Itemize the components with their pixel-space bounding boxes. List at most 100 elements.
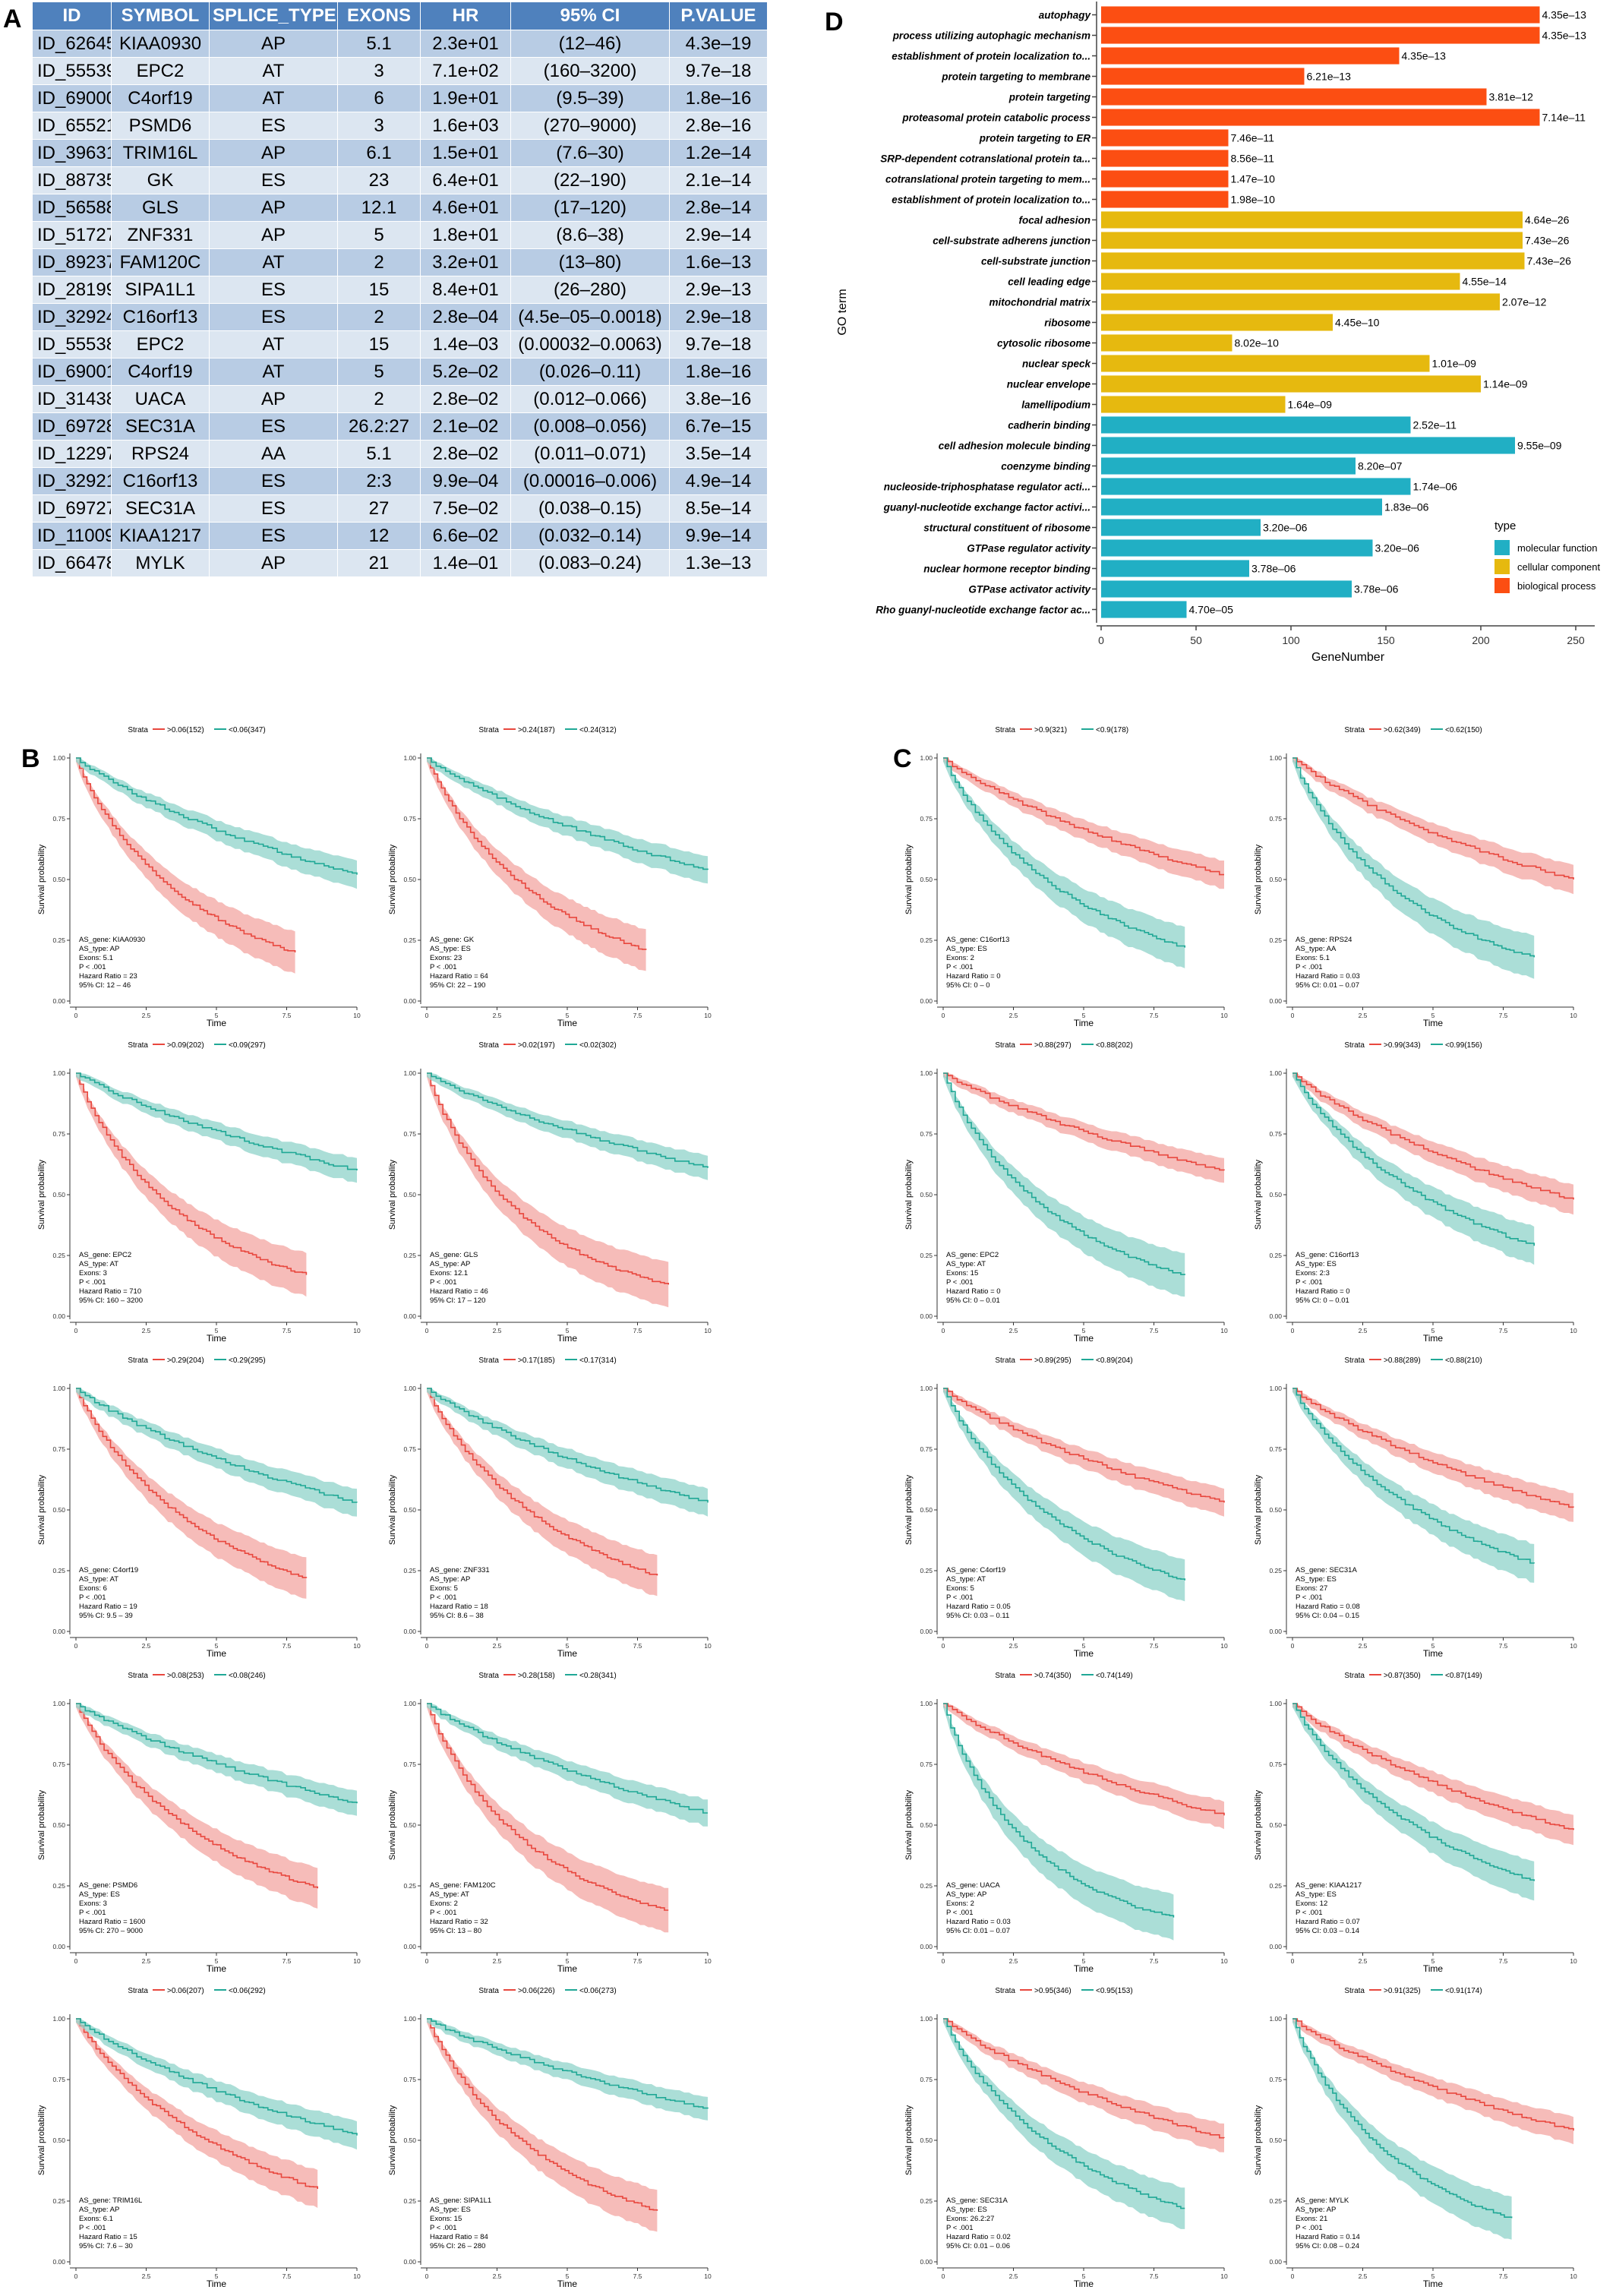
go-term-label: establishment of protein localization to… (892, 194, 1090, 206)
y-axis-title: Survival probability (904, 844, 914, 914)
stat-annotation: Exons: 15 (430, 2215, 462, 2223)
panel-label-b: B (21, 744, 40, 773)
confidence-band-low (943, 1388, 1185, 1602)
legend-label-low: <0.06(273) (579, 1987, 617, 1995)
table-cell: 2.8e–16 (669, 112, 768, 140)
y-tick-label: 0.00 (403, 1312, 416, 1320)
table-cell: ID_62645 (32, 30, 112, 58)
stat-annotation: AS_type: ES (946, 945, 987, 953)
stat-annotation: AS_gene: PSMD6 (79, 1881, 137, 1890)
x-tick-label: 5 (566, 1327, 570, 1334)
stat-annotation: AS_type: AP (946, 1890, 986, 1899)
stat-annotation: P < .001 (946, 2224, 973, 2232)
y-tick-label: 0.00 (920, 2258, 933, 2266)
y-tick-label: 0.75 (1269, 1130, 1282, 1138)
stat-annotation: Hazard Ratio = 15 (79, 2233, 137, 2241)
bar-pvalue-label: 7.14e–11 (1542, 112, 1586, 124)
survival-curve-low (943, 1703, 1175, 1918)
table-row: ID_11009 KIAA1217 ES 12 6.6e–02 (0.032–0.14) 9… (32, 522, 768, 550)
stat-annotation: AS_gene: TRIM16L (79, 2197, 142, 2205)
table-cell: ZNF331 (111, 221, 210, 249)
x-tick-label: 7.5 (282, 1957, 292, 1965)
table-cell: 1.9e+01 (420, 84, 511, 112)
table-row: ID_12297 RPS24 AA 5.1 2.8e–02 (0.011–0.071) 3.… (32, 440, 768, 468)
x-tick-label: 7.5 (1150, 2272, 1159, 2280)
y-tick-label: 0.00 (920, 997, 933, 1005)
stat-annotation: 95% CI: 9.5 – 39 (79, 1612, 133, 1620)
y-tick-label: 0.50 (403, 2137, 416, 2144)
stat-annotation: Exons: 23 (430, 954, 462, 962)
y-tick-label: 0.50 (920, 876, 933, 883)
table-cell: 4.3e–19 (669, 30, 768, 58)
y-tick-label: 0.75 (403, 815, 416, 823)
y-tick-label: 0.50 (1269, 1191, 1282, 1199)
stat-annotation: AS_gene: RPS24 (1296, 936, 1352, 944)
y-axis-title: Survival probability (904, 2105, 914, 2175)
legend-label-low: <0.02(302) (579, 1041, 617, 1050)
survival-curve-low (1292, 1072, 1535, 1246)
x-tick-label: 5 (1431, 2272, 1435, 2280)
x-tick-label: 7.5 (1150, 1957, 1159, 1965)
y-tick-label: 1.00 (1269, 2015, 1282, 2023)
table-cell: ES (209, 494, 338, 523)
stat-annotation: 95% CI: 0.01 – 0.06 (946, 2242, 1010, 2250)
kaplan-meier-plot: Strata >0.28(158) <0.28(341) 0.00 0.25 0.50 0.… (388, 1672, 712, 1974)
table-cell: 2.8e–02 (420, 440, 511, 468)
confidence-band-low (76, 758, 357, 889)
strata-legend: Strata >0.08(253) <0.08(246) (128, 1672, 265, 1680)
table-cell: (0.00016–0.006) (510, 467, 670, 495)
survival-curve-high (1292, 1388, 1574, 1508)
go-term-label: GTPase activator activity (968, 584, 1091, 595)
stat-annotation: Hazard Ratio = 46 (430, 1287, 488, 1296)
y-tick-label: 0.50 (403, 876, 416, 883)
y-axis-title: Survival probability (388, 1789, 397, 1860)
table-cell: (26–280) (510, 276, 670, 304)
y-tick-label: 0.00 (52, 997, 65, 1005)
confidence-band-low (76, 1388, 357, 1517)
strata-legend: Strata >0.91(325) <0.91(174) (1344, 1987, 1482, 1995)
confidence-band-high (943, 758, 1224, 889)
stat-annotation: Hazard Ratio = 0 (946, 972, 1001, 981)
stat-annotation: P < .001 (946, 1278, 973, 1287)
go-bar (1101, 252, 1525, 270)
table-cell: ID_55539 (32, 57, 112, 85)
table-row: ID_39631 TRIM16L AP 6.1 1.5e+01 (7.6–30) 1.2e–… (32, 139, 768, 167)
table-cell: (0.011–0.071) (510, 440, 670, 468)
table-row: ID_55539 EPC2 AT 3 7.1e+02 (160–3200) 9.7e–18 (32, 57, 768, 85)
go-term-label: coenzyme binding (1001, 461, 1091, 472)
stat-annotation: 95% CI: 26 – 280 (430, 2242, 485, 2250)
go-term-label: autophagy (1039, 10, 1092, 21)
stat-annotation: AS_gene: GLS (430, 1251, 478, 1259)
survival-curve-low (76, 1072, 358, 1170)
bar-pvalue-label: 6.21e–13 (1307, 71, 1352, 83)
go-enrichment-bar-chart: autophagy 4.35e–13 process utilizing autop… (836, 2, 1601, 664)
go-bar (1101, 109, 1540, 126)
stat-annotation: Hazard Ratio = 0.02 (946, 2233, 1011, 2241)
x-tick-label: 10 (1220, 1327, 1228, 1334)
legend-label-high: >0.08(253) (167, 1672, 204, 1680)
x-tick-label: 0 (942, 1957, 945, 1965)
table-cell: 2.8e–14 (669, 194, 768, 222)
y-tick-label: 1.00 (403, 1700, 416, 1707)
table-cell: (4.5e–05–0.0018) (510, 303, 670, 331)
y-tick-label: 0.25 (52, 1567, 65, 1574)
confidence-band-high (76, 1388, 307, 1599)
strata-legend: Strata >0.06(152) <0.06(347) (128, 726, 265, 734)
survival-curve-high (76, 2018, 318, 2189)
confidence-band-low (76, 1073, 357, 1183)
go-bar (1101, 375, 1481, 393)
stat-annotation: Hazard Ratio = 0.05 (946, 1603, 1011, 1611)
x-tick-label: 5 (215, 2272, 219, 2280)
survival-curve-low (943, 2018, 1185, 2209)
y-tick-label: 0.50 (52, 2137, 65, 2144)
table-cell: 2.8e–04 (420, 303, 511, 331)
y-tick-label: 0.00 (1269, 997, 1282, 1005)
legend-title: Strata (1344, 1987, 1365, 1995)
table-cell: ID_56588 (32, 194, 112, 222)
legend-label-high: >0.74(350) (1034, 1672, 1072, 1680)
y-tick-label: 0.75 (403, 1445, 416, 1453)
legend-swatch (1494, 578, 1510, 593)
y-axis-title: Survival probability (388, 1474, 397, 1545)
stat-annotation: P < .001 (1296, 2224, 1322, 2232)
legend-label-low: <0.9(178) (1096, 726, 1128, 734)
